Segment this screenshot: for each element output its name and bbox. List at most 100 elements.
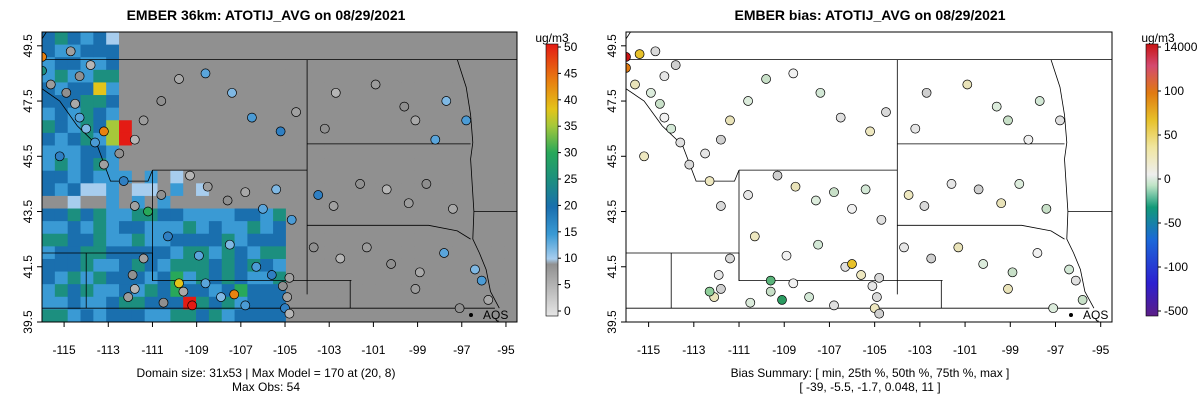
heatmap-cell (260, 145, 274, 159)
heatmap-cell (452, 258, 467, 272)
heatmap-cell (106, 183, 120, 197)
heatmap-cell (234, 69, 248, 83)
observation-point (123, 292, 134, 302)
heatmap-cell (375, 170, 390, 184)
heatmap-cell (67, 271, 81, 285)
heatmap-cell (157, 221, 171, 235)
heatmap-cell (119, 183, 133, 197)
heatmap-cell (183, 258, 197, 272)
heatmap-cell (324, 296, 338, 310)
heatmap-cell (465, 82, 479, 96)
heatmap-cell (273, 208, 287, 222)
x-tick-label: -105 (863, 343, 887, 357)
observation-point (319, 123, 330, 134)
heatmap-cell (170, 208, 184, 222)
bias-point (872, 292, 882, 302)
heatmap-cell (119, 309, 133, 322)
heatmap-cell (54, 158, 69, 172)
heatmap-cell (478, 195, 492, 209)
bias-point (903, 190, 914, 200)
heatmap-cell (375, 309, 390, 322)
heatmap-cell (504, 246, 517, 260)
heatmap-cell (439, 132, 454, 146)
heatmap-cell (131, 170, 146, 184)
bias-point (725, 115, 735, 126)
heatmap-cell (388, 57, 402, 71)
heatmap-cell (42, 107, 56, 121)
heatmap-cell (337, 57, 351, 71)
bias-point (772, 170, 783, 181)
heatmap-cell (106, 271, 120, 285)
heatmap-cell (337, 271, 351, 285)
heatmap-cell (388, 107, 402, 121)
heatmap-cell (478, 246, 492, 260)
bias-point (881, 107, 891, 117)
heatmap-cell (54, 233, 69, 247)
observation-point (174, 74, 184, 84)
heatmap-cell (80, 95, 94, 109)
heatmap-cell (324, 170, 338, 184)
heatmap-cell (504, 195, 517, 209)
heatmap-cell (452, 309, 467, 322)
heatmap-cell (375, 221, 390, 235)
heatmap-cell (298, 195, 312, 209)
bias-point (639, 151, 649, 162)
bias-point (813, 239, 823, 250)
heatmap-cell (401, 309, 415, 322)
heatmap-cell (144, 296, 158, 310)
heatmap-cell (106, 309, 120, 322)
heatmap-cell (298, 57, 312, 71)
heatmap-cell (67, 296, 81, 310)
x-tick-label: -95 (497, 343, 515, 357)
heatmap-cell (208, 233, 223, 247)
observation-point (291, 107, 301, 117)
colorbar-tick-label: 40 (564, 93, 578, 107)
heatmap-cell (106, 44, 120, 58)
heatmap-cell (350, 82, 364, 96)
heatmap-cell (183, 183, 197, 197)
heatmap-cell (144, 233, 158, 247)
heatmap-cell (401, 271, 415, 285)
heatmap-cell (427, 158, 441, 172)
colorbar-tick-label: 50 (1164, 128, 1178, 142)
heatmap-cell (311, 284, 325, 298)
heatmap-cell (478, 170, 492, 184)
heatmap-cell (131, 183, 146, 197)
heatmap-cell (247, 309, 261, 322)
heatmap-cell (324, 57, 338, 71)
heatmap-cell (221, 158, 235, 172)
heatmap-cell (208, 32, 223, 46)
heatmap-cell (183, 221, 197, 235)
heatmap-cell (208, 170, 223, 184)
heatmap-cell (362, 69, 377, 83)
heatmap-cell (144, 183, 158, 197)
heatmap-cell (247, 57, 261, 71)
heatmap-cell (324, 208, 338, 222)
heatmap-cell (401, 145, 415, 159)
heatmap-cell (452, 32, 467, 46)
heatmap-cell (298, 82, 312, 96)
bias-point (996, 198, 1007, 209)
heatmap-cell (144, 32, 158, 46)
observation-point (127, 270, 138, 280)
heatmap-cell (504, 69, 517, 83)
bias-point (899, 242, 909, 253)
heatmap-cell (427, 246, 441, 260)
heatmap-cell (234, 120, 248, 134)
heatmap-cell (414, 44, 428, 58)
heatmap-cell (234, 271, 248, 285)
heatmap-cell (119, 57, 133, 71)
heatmap-cell (247, 69, 261, 83)
bias-point (962, 79, 973, 90)
heatmap-cell (427, 107, 441, 121)
heatmap-cell (93, 309, 107, 322)
heatmap-cell (273, 107, 287, 121)
heatmap-cell (273, 170, 287, 184)
heatmap-cell (401, 120, 415, 134)
heatmap-cell (465, 195, 479, 209)
heatmap-cell (465, 271, 479, 285)
heatmap-cell (375, 233, 390, 247)
heatmap-cell (157, 32, 171, 46)
heatmap-cell (80, 233, 94, 247)
bias-point (749, 231, 760, 242)
